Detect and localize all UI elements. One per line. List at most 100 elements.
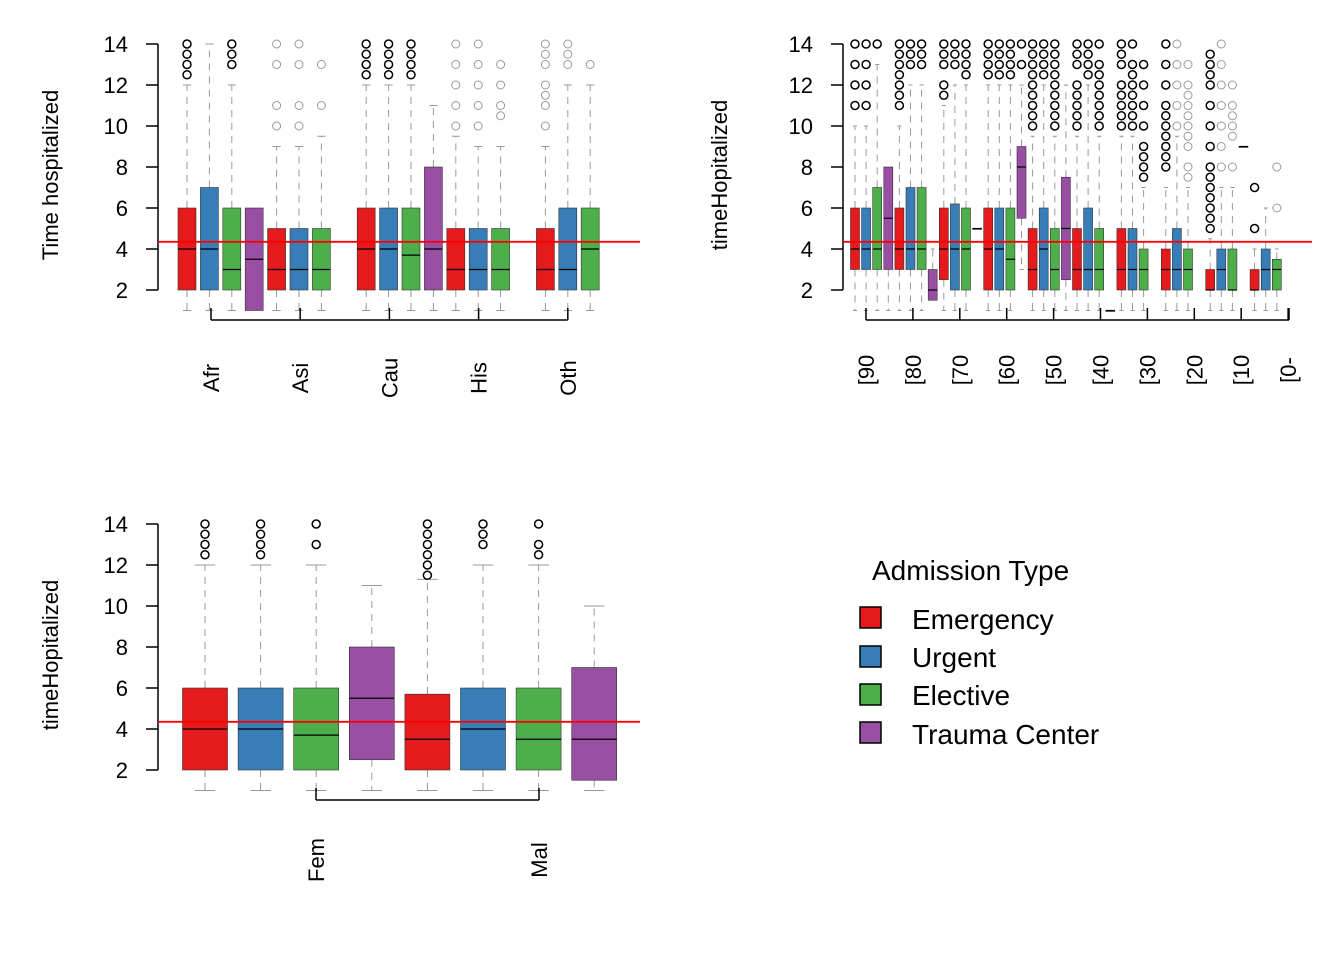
age-box-60-elective-iqr-rect <box>1005 207 1016 291</box>
age-box-40-urgent <box>1083 39 1093 311</box>
age-box-70-urgent-iqr-rect <box>950 203 960 291</box>
age-box-40-urgent-outlier-2 <box>1083 49 1093 59</box>
gender-box-mal-elective-outlier-2 <box>533 519 544 529</box>
race-box-his-emergency <box>446 39 466 311</box>
age-box-60-emergency-outlier-1 <box>983 59 993 70</box>
race-box-his-emergency-outlier-1 <box>451 101 461 110</box>
age-box-50-trauma-center <box>1061 84 1071 311</box>
age-box-70-emergency <box>938 39 949 311</box>
age-box-40-emergency-outlier-4 <box>1072 80 1082 90</box>
age-box-50-emergency-outlier-4 <box>1027 80 1038 90</box>
age-box-90-urgent-outlier-3 <box>861 39 871 49</box>
age-box-10-urgent-outlier-5 <box>1216 60 1226 69</box>
age-box-10-elective-outlier-3 <box>1227 111 1237 121</box>
gender-box-mal-urgent-outlier-1 <box>478 529 488 539</box>
age-box-30-elective-outlier-2 <box>1138 152 1149 162</box>
race-y-tick-label-8: 8 <box>116 155 128 180</box>
gender-box-mal-trauma-center-iqr-rect <box>571 667 618 781</box>
age-y-tick-label-6: 6 <box>801 196 813 221</box>
age-box-90-emergency-outlier-2 <box>850 59 860 70</box>
race-box-cau-elective-iqr-rect <box>401 207 421 291</box>
legend-label-trauma-center: Trauma Center <box>912 719 1099 750</box>
age-box-60-emergency-outlier-2 <box>983 49 993 59</box>
legend-label-elective: Elective <box>912 680 1010 711</box>
race-box-afr-elective-outlier-0 <box>227 59 237 70</box>
age-box-0-emergency-outlier-0 <box>1249 223 1260 234</box>
gender-box-mal-emergency <box>404 519 451 791</box>
age-box-10-emergency-outlier-2 <box>1205 203 1215 213</box>
age-box-30-emergency <box>1116 39 1127 311</box>
age-x-tick-label-80: [80 <box>901 355 926 386</box>
race-box-oth-emergency-outlier-2 <box>540 90 550 100</box>
race-box-cau-urgent-outlier-2 <box>383 49 394 59</box>
age-box-60-urgent <box>994 39 1005 311</box>
legend-item-emergency: Emergency <box>859 604 1054 635</box>
age-box-80-elective <box>916 39 927 311</box>
age-box-70-urgent-outlier-2 <box>950 39 960 49</box>
age-box-30-urgent-outlier-4 <box>1127 80 1138 90</box>
age-box-50-elective <box>1050 39 1060 311</box>
age-box-0-elective <box>1272 162 1282 311</box>
race-y-tick-label-4: 4 <box>116 237 128 262</box>
age-x-tick-label-0: [0- <box>1276 357 1301 383</box>
age-box-50-urgent <box>1038 39 1049 311</box>
race-box-afr-urgent-iqr-rect <box>200 187 219 291</box>
age-box-30-elective-outlier-4 <box>1138 121 1149 131</box>
age-box-30-elective-outlier-7 <box>1138 59 1149 70</box>
race-box-cau-trauma-center-iqr-rect <box>424 166 443 291</box>
race-box-his-elective <box>491 60 510 311</box>
age-box-40-emergency-outlier-1 <box>1072 111 1082 121</box>
race-box-oth-urgent-outlier-0 <box>563 60 573 69</box>
age-box-60-elective-outlier-1 <box>1005 59 1016 70</box>
age-box-30-urgent-outlier-0 <box>1127 121 1138 131</box>
race-box-cau-urgent-outlier-3 <box>383 39 394 49</box>
age-box-40-emergency-outlier-5 <box>1072 59 1082 70</box>
age-box-10-urgent-outlier-3 <box>1216 101 1226 110</box>
age-y-tick-label-10: 10 <box>789 114 813 139</box>
age-box-0-elective-outlier-1 <box>1272 162 1282 172</box>
age-box-80-emergency <box>894 39 905 311</box>
age-box-20-emergency-outlier-2 <box>1161 141 1171 152</box>
age-box-90-emergency-outlier-0 <box>850 100 860 111</box>
race-box-his-urgent-outlier-1 <box>473 101 483 110</box>
age-x-tick-label-10: [10 <box>1229 355 1254 386</box>
gender-x-tick-label-mal: Mal <box>527 842 552 877</box>
gender-box-mal-elective <box>515 519 562 791</box>
age-box-50-elective-outlier-5 <box>1050 70 1060 80</box>
gender-y-tick-label-14: 14 <box>104 512 128 537</box>
age-box-80-emergency-outlier-4 <box>894 59 905 70</box>
age-box-20-emergency-outlier-4 <box>1161 121 1171 131</box>
age-box-80-emergency-outlier-5 <box>894 49 905 59</box>
age-box-50-elective-outlier-6 <box>1050 59 1060 70</box>
age-box-70-emergency-outlier-3 <box>939 49 949 59</box>
age-box-40-elective-outlier-4 <box>1094 80 1104 90</box>
race-box-his-urgent-outlier-4 <box>473 39 483 49</box>
age-box-20-urgent <box>1172 39 1182 311</box>
gender-box-mal-emergency-outlier-4 <box>422 529 433 539</box>
race-box-oth-emergency-outlier-5 <box>540 49 550 59</box>
race-box-asi-elective-outlier-0 <box>316 101 326 110</box>
age-box-30-urgent-outlier-7 <box>1127 39 1138 49</box>
age-box-10-emergency-outlier-9 <box>1205 100 1215 111</box>
age-box-10-emergency-outlier-8 <box>1205 121 1215 131</box>
age-box-20-emergency-outlier-7 <box>1161 80 1171 90</box>
race-box-his-elective-outlier-0 <box>496 111 506 121</box>
age-box-40-elective-outlier-2 <box>1094 100 1104 111</box>
age-box-30-emergency-outlier-5 <box>1116 59 1127 70</box>
age-box-10-urgent-outlier-4 <box>1216 80 1226 90</box>
age-x-tick-label-50: [50 <box>1042 355 1067 386</box>
age-box-60-urgent-outlier-0 <box>994 70 1005 80</box>
race-box-his-elective-outlier-3 <box>496 60 506 69</box>
race-box-asi-urgent <box>289 39 309 311</box>
age-box-30-urgent-outlier-1 <box>1127 111 1138 121</box>
age-box-20-emergency-outlier-8 <box>1161 59 1171 70</box>
age-box-60-urgent-outlier-3 <box>994 39 1005 49</box>
age-box-80-elective-outlier-1 <box>916 49 927 59</box>
race-box-afr-elective-iqr-rect <box>222 207 242 291</box>
race-box-his-emergency-outlier-3 <box>451 60 461 69</box>
age-box-20-elective-outlier-1 <box>1183 162 1193 172</box>
age-box-40-elective-iqr-rect <box>1094 228 1104 291</box>
age-box-60-elective-outlier-0 <box>1005 70 1016 80</box>
race-y-axis-label: Time hospitalized <box>38 90 63 260</box>
